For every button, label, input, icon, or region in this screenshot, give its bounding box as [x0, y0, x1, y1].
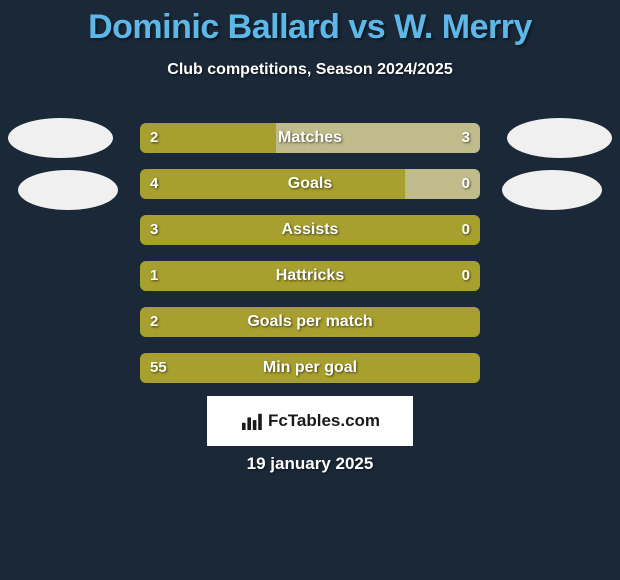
stat-value-left: 55 — [150, 353, 167, 383]
page-title: Dominic Ballard vs W. Merry — [0, 0, 620, 47]
branding-badge: FcTables.com — [207, 396, 413, 446]
player1-team-badge — [18, 170, 118, 210]
stat-value-right: 0 — [462, 215, 470, 245]
stat-label: Min per goal — [140, 353, 480, 383]
stat-label: Hattricks — [140, 261, 480, 291]
date-label: 19 january 2025 — [0, 454, 620, 474]
stat-value-right: 0 — [462, 261, 470, 291]
stat-row: Hattricks1 0 — [140, 261, 480, 291]
player1-avatar — [8, 118, 113, 158]
stat-value-right: 0 — [462, 169, 470, 199]
stat-row: Goals per match2 — [140, 307, 480, 337]
stat-row: Matches2 3 — [140, 123, 480, 153]
stat-label: Goals per match — [140, 307, 480, 337]
stats-container: Matches23Goals40Assists30Hattricks10Goal… — [140, 123, 480, 399]
stat-row: Assists3 0 — [140, 215, 480, 245]
stat-label: Assists — [140, 215, 480, 245]
bar-chart-icon — [240, 412, 262, 430]
player2-team-badge — [502, 170, 602, 210]
stat-label: Matches — [140, 123, 480, 153]
stat-value-right: 3 — [462, 123, 470, 153]
stat-row: Goals4 0 — [140, 169, 480, 199]
branding-text: FcTables.com — [268, 411, 380, 431]
stat-value-left: 4 — [150, 169, 158, 199]
stat-value-left: 3 — [150, 215, 158, 245]
stat-row: Min per goal55 — [140, 353, 480, 383]
stat-label: Goals — [140, 169, 480, 199]
stat-value-left: 2 — [150, 123, 158, 153]
stat-value-left: 1 — [150, 261, 158, 291]
page-subtitle: Club competitions, Season 2024/2025 — [0, 61, 620, 79]
stat-value-left: 2 — [150, 307, 158, 337]
player2-avatar — [507, 118, 612, 158]
